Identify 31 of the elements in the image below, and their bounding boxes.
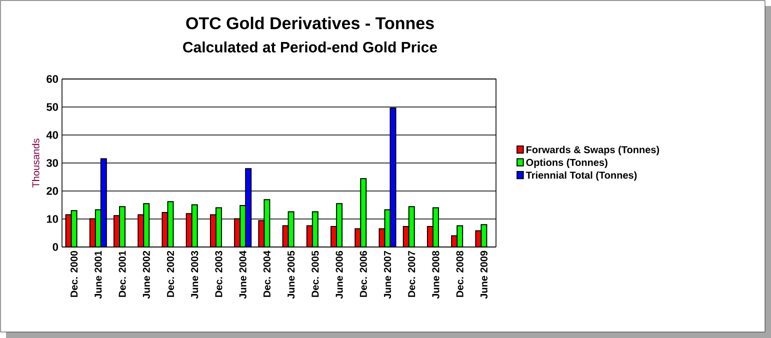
y-tick-label: 60 (46, 75, 58, 83)
x-tick-label: Dec. 2000 (70, 250, 78, 297)
y-tick-label: 10 (46, 215, 58, 223)
x-tick-label: June 2003 (191, 250, 198, 299)
chart-subtitle: Calculated at Period-end Gold Price (183, 41, 438, 52)
legend-label: Triennial Total (Tonnes) (526, 171, 637, 181)
chart-title: OTC Gold Derivatives - Tonnes (186, 16, 434, 30)
x-tick-label: June 2009 (480, 250, 488, 299)
x-tick-label: June 2005 (288, 250, 295, 299)
legend-label: Forwards & Swaps (Tonnes) (526, 146, 660, 156)
x-tick-label: Dec. 2004 (263, 250, 270, 297)
x-tick-label: June 2007 (384, 250, 392, 299)
x-tick-label: June 2004 (239, 250, 246, 299)
y-tick-label: 30 (46, 159, 58, 167)
x-tick-label: Dec. 2003 (215, 250, 222, 297)
x-tick-label: June 2002 (142, 250, 150, 299)
x-tick-label: June 2006 (336, 250, 343, 299)
legend-label: Options (Tonnes) (526, 158, 608, 168)
y-axis-title: Thousands (32, 138, 40, 188)
x-tick-label: Dec. 2005 (312, 250, 319, 297)
x-tick-label: Dec. 2006 (360, 250, 367, 297)
x-tick-label: June 2008 (432, 250, 440, 299)
x-tick-label: Dec. 2001 (118, 250, 126, 297)
x-tick-label: June 2001 (94, 250, 102, 299)
y-tick-label: 40 (46, 131, 58, 139)
x-tick-label: Dec. 2002 (166, 250, 174, 297)
x-tick-label: Dec. 2008 (456, 250, 464, 297)
y-tick-label: 20 (46, 187, 58, 195)
y-tick-label: 0 (52, 243, 58, 251)
y-tick-label: 50 (46, 103, 58, 111)
x-tick-label: Dec. 2007 (408, 250, 416, 297)
